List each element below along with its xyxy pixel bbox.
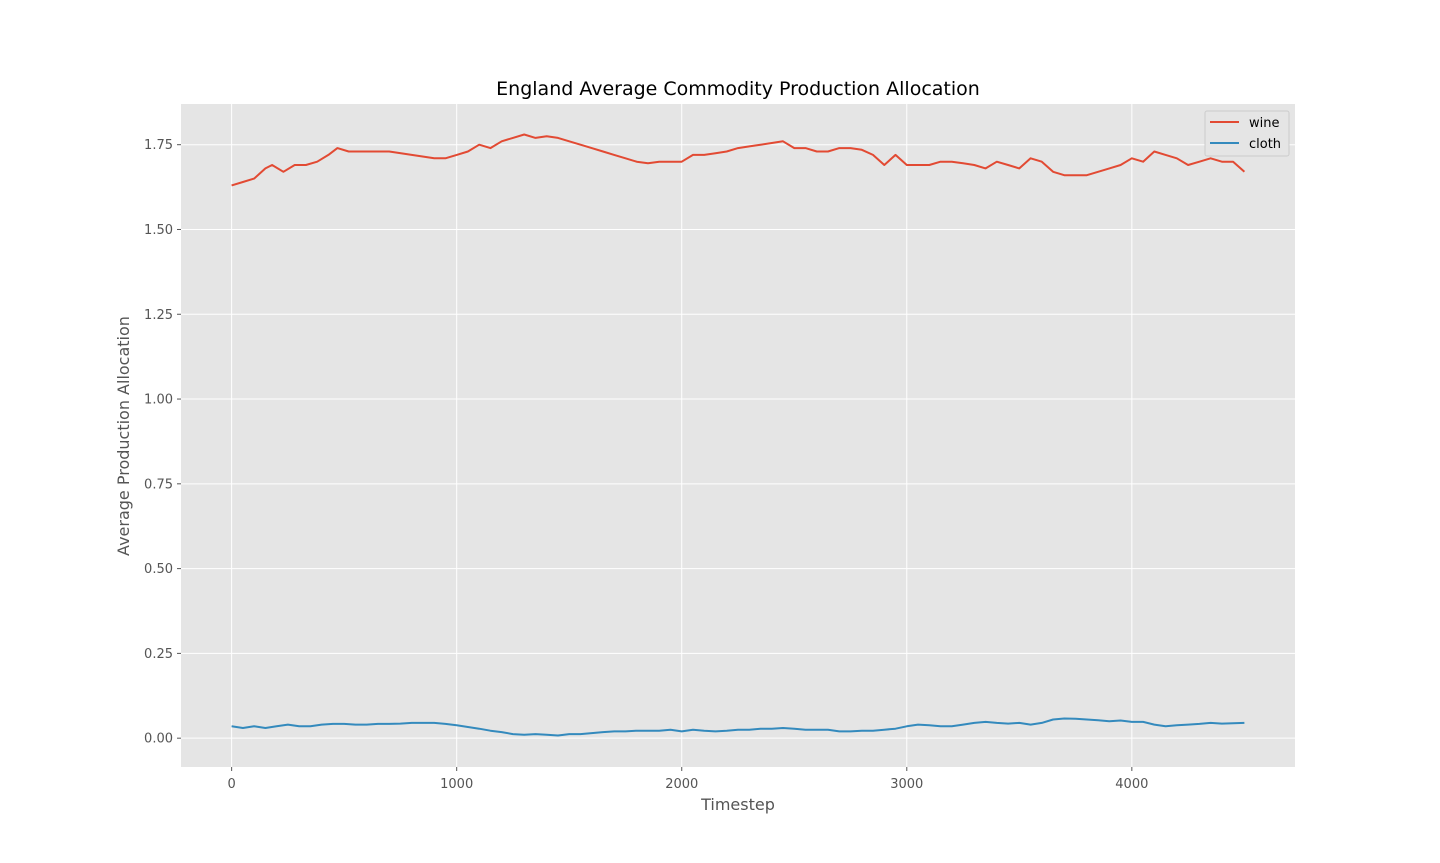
y-tick-label: 0.50 bbox=[144, 562, 173, 577]
y-tick-label: 1.00 bbox=[144, 393, 173, 408]
series-line-wine bbox=[231, 133, 1246, 187]
y-tick-label: 0.25 bbox=[144, 647, 173, 662]
x-tick-label: 1000 bbox=[440, 777, 473, 792]
axis-ticks: 0 1000 2000 3000 4000 0.00 0.25 0.50 0.75 1.00 1.2… bbox=[144, 138, 1148, 792]
y-axis-label: Average Production Allocation bbox=[114, 316, 133, 556]
x-tick-label: 4000 bbox=[1115, 777, 1148, 792]
plot-area bbox=[181, 104, 1295, 767]
series-lines bbox=[231, 133, 1246, 737]
x-tick-label: 2000 bbox=[665, 777, 698, 792]
y-tick-label: 1.25 bbox=[144, 308, 173, 323]
y-tick-label: 0.00 bbox=[144, 732, 173, 747]
grid bbox=[181, 104, 1295, 767]
legend: wine cloth bbox=[1204, 110, 1290, 157]
chart-title: England Average Commodity Production All… bbox=[496, 78, 980, 100]
y-tick-label: 0.75 bbox=[144, 477, 173, 492]
x-tick-label: 3000 bbox=[890, 777, 923, 792]
y-tick-label: 1.50 bbox=[144, 223, 173, 238]
x-tick-label: 0 bbox=[227, 777, 235, 792]
x-axis-label: Timestep bbox=[700, 795, 775, 814]
y-tick-label: 1.75 bbox=[144, 138, 173, 153]
legend-label-wine: wine bbox=[1249, 116, 1279, 131]
series-line-cloth bbox=[231, 717, 1245, 737]
legend-label-cloth: cloth bbox=[1249, 137, 1281, 152]
